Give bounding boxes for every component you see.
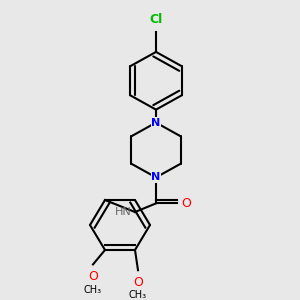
Text: N: N: [152, 118, 160, 128]
Text: O: O: [133, 276, 143, 289]
Text: O: O: [88, 270, 98, 283]
Text: Cl: Cl: [149, 13, 163, 26]
Text: O: O: [182, 197, 191, 210]
Text: HN: HN: [115, 207, 132, 217]
Text: N: N: [152, 172, 160, 182]
Text: CH₃: CH₃: [84, 285, 102, 295]
Text: CH₃: CH₃: [129, 290, 147, 300]
